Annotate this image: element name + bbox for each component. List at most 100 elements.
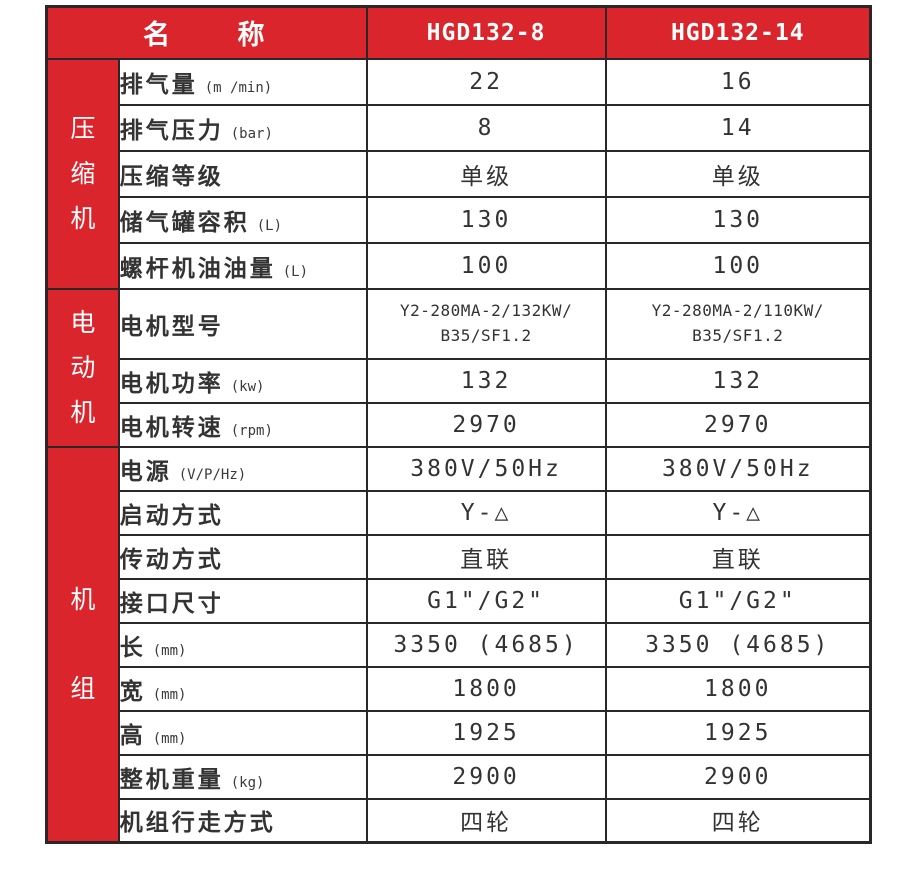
row-label: 电机转速 (rpm) xyxy=(117,401,368,448)
group-band-unit: 机 组 xyxy=(45,445,120,844)
row-unit: (kg) xyxy=(230,774,265,791)
row-unit: (m /min) xyxy=(204,79,273,96)
header-row: 名 称 HGD132-8 HGD132-14 xyxy=(45,5,872,60)
group-char: 电 xyxy=(70,308,96,337)
row-unit: (bar) xyxy=(230,125,273,142)
cell-value: G1"/G2" xyxy=(365,577,607,624)
row-label-text: 电机转速 xyxy=(119,414,224,441)
cell-value: 四轮 xyxy=(365,797,607,844)
table-row: 电机功率 (kw) 132 132 xyxy=(47,357,872,404)
row-unit: (kw) xyxy=(230,378,265,395)
cell-value: 380V/50Hz xyxy=(365,445,607,492)
spec-sheet-page: 名 称 HGD132-8 HGD132-14 压 缩 机 排气量 (m /min)… xyxy=(45,5,872,844)
row-label: 储气罐容积 (L) xyxy=(117,195,368,244)
group-label-unit: 机 组 xyxy=(48,587,118,701)
cell-value: 2900 xyxy=(365,753,607,800)
row-label-text: 接口尺寸 xyxy=(119,590,224,617)
cell-value: 132 xyxy=(365,357,607,404)
cell-value: 130 xyxy=(365,195,607,244)
cell-value: 22 xyxy=(365,57,607,106)
table-row: 宽 (mm) 1800 1800 xyxy=(47,665,872,712)
table-row: 储气罐容积 (L) 130 130 xyxy=(47,195,872,244)
row-unit: (L) xyxy=(282,263,309,280)
cell-value: 2900 xyxy=(604,753,872,800)
header-model-hgd132-14: HGD132-14 xyxy=(604,5,872,60)
row-label: 启动方式 xyxy=(117,489,368,536)
cell-value: 130 xyxy=(604,195,872,244)
cell-value: 1800 xyxy=(365,665,607,712)
row-label: 传动方式 xyxy=(117,533,368,580)
group-char: 机 xyxy=(70,585,96,615)
row-label: 电源 (V/P/Hz) xyxy=(117,445,368,492)
row-label: 高 (mm) xyxy=(117,709,368,756)
table-row: 压缩等级 单级 单级 xyxy=(47,149,872,198)
table-row: 传动方式 直联 直联 xyxy=(47,533,872,580)
cell-value: 2970 xyxy=(604,401,872,448)
cell-value: Y2-280MA-2/110KW/ B35/SF1.2 xyxy=(604,287,872,360)
cell-value: 直联 xyxy=(365,533,607,580)
cell-value: 100 xyxy=(365,241,607,290)
row-unit: (mm) xyxy=(152,642,187,659)
cell-value: Y-△ xyxy=(365,489,607,536)
cell-value: G1"/G2" xyxy=(604,577,872,624)
group-char: 压 xyxy=(70,114,96,143)
cell-value: 1925 xyxy=(365,709,607,756)
cell-value: 3350 (4685) xyxy=(604,621,872,668)
row-label-text: 整机重量 xyxy=(119,766,224,793)
cell-value: 14 xyxy=(604,103,872,152)
row-label: 排气量 (m /min) xyxy=(117,57,368,106)
table-row: 螺杆机油油量 (L) 100 100 xyxy=(47,241,872,290)
row-label-text: 传动方式 xyxy=(119,546,224,573)
table-row: 压 缩 机 排气量 (m /min) 22 16 xyxy=(45,57,872,290)
table-row: 电机转速 (rpm) 2970 2970 xyxy=(47,401,872,448)
row-label-text: 螺杆机油油量 xyxy=(119,255,276,282)
row-unit: (mm) xyxy=(152,686,187,703)
row-unit: (L) xyxy=(256,217,283,234)
row-label-text: 电机型号 xyxy=(119,313,224,340)
row-label-text: 电机功率 xyxy=(119,370,224,397)
table-row: 机组行走方式 四轮 四轮 xyxy=(47,797,872,844)
row-label-text: 机组行走方式 xyxy=(119,810,276,837)
cell-value: Y-△ xyxy=(604,489,872,536)
group-char: 机 xyxy=(70,204,96,233)
row-label: 宽 (mm) xyxy=(117,665,368,712)
table-row: 长 (mm) 3350 (4685) 3350 (4685) xyxy=(47,621,872,668)
table-row: 整机重量 (kg) 2900 2900 xyxy=(47,753,872,800)
header-model-hgd132-8: HGD132-8 xyxy=(365,5,607,60)
cell-value: 1800 xyxy=(604,665,872,712)
group-band-motor: 电 动 机 xyxy=(45,287,120,448)
group-char: 缩 xyxy=(70,159,96,188)
group-label-compressor: 压 缩 机 xyxy=(48,116,118,231)
row-label: 整机重量 (kg) xyxy=(117,753,368,800)
table-row: 高 (mm) 1925 1925 xyxy=(47,709,872,756)
row-label-text: 长 xyxy=(119,634,146,661)
row-unit: (V/P/Hz) xyxy=(178,466,247,483)
row-label: 排气压力 (bar) xyxy=(117,103,368,152)
row-unit: (mm) xyxy=(152,730,187,747)
row-label-text: 储气罐容积 xyxy=(119,209,250,236)
group-label-motor: 电 动 机 xyxy=(48,310,118,425)
row-label-text: 排气量 xyxy=(119,71,198,98)
group-band-compressor: 压 缩 机 xyxy=(45,57,120,290)
cell-value: 16 xyxy=(604,57,872,106)
row-label: 长 (mm) xyxy=(117,621,368,668)
row-label-text: 电源 xyxy=(119,458,172,485)
cell-value: 2970 xyxy=(365,401,607,448)
table-row: 排气压力 (bar) 8 14 xyxy=(47,103,872,152)
cell-value: 1925 xyxy=(604,709,872,756)
cell-value: 100 xyxy=(604,241,872,290)
row-label-text: 启动方式 xyxy=(119,502,224,529)
cell-value: 8 xyxy=(365,103,607,152)
row-label-text: 高 xyxy=(119,722,146,749)
row-label: 螺杆机油油量 (L) xyxy=(117,241,368,290)
table-row: 启动方式 Y-△ Y-△ xyxy=(47,489,872,536)
row-label-text: 排气压力 xyxy=(119,117,224,144)
row-label: 机组行走方式 xyxy=(117,797,368,844)
table-row: 机 组 电源 (V/P/Hz) 380V/50Hz 380V/50Hz xyxy=(45,445,872,844)
cell-value: 单级 xyxy=(604,149,872,198)
row-label: 电机型号 xyxy=(117,287,368,360)
row-label-text: 压缩等级 xyxy=(119,163,224,190)
row-unit: (rpm) xyxy=(230,422,273,439)
table-row: 电 动 机 电机型号 Y2-280MA-2/132KW/ B35/SF1.2 Y… xyxy=(45,287,872,448)
cell-value: 132 xyxy=(604,357,872,404)
